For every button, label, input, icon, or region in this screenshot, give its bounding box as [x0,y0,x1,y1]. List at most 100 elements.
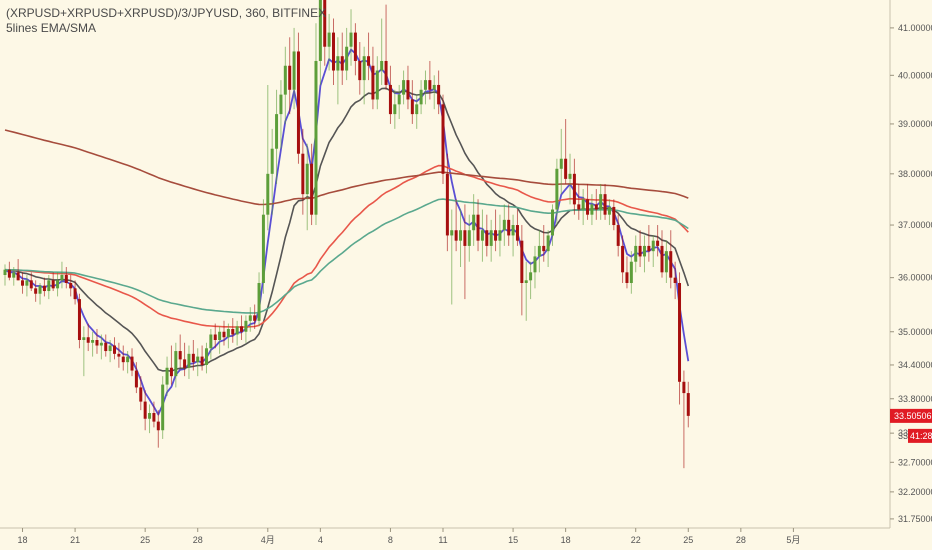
candle-body [686,393,690,416]
candle-body [305,163,309,195]
countdown-price-prefix: 33 [898,431,908,441]
candle-body [459,230,463,241]
candle-body [126,356,130,363]
candle-body [489,230,493,246]
candle-body [340,56,344,71]
time-tick-label: 15 [508,535,518,545]
candle-body [323,0,327,47]
candle-body [463,230,467,246]
candle-body [419,89,423,105]
countdown-label: 41:28 [910,431,932,441]
candle-body [358,60,362,81]
candle-body [34,288,38,294]
candle-body [682,381,686,394]
candle-body [113,345,116,354]
candle-body [336,56,340,71]
candle-body [507,219,511,236]
candle-body [393,104,397,115]
candle-body [261,214,265,283]
candle-body [415,104,419,115]
time-tick-label: 28 [193,535,203,545]
candle-body [555,168,559,210]
candle-body [397,94,401,105]
time-tick-label: 28 [736,535,746,545]
candle-body [213,334,217,341]
candle-body [647,245,651,252]
candle-body [143,401,147,419]
candle-body [200,356,204,365]
candle-body [656,240,660,246]
candle-body [318,0,322,61]
time-tick-label: 8 [388,535,393,545]
candle-body [38,285,42,294]
candle-body [77,299,81,341]
candle-body [616,225,620,246]
candle-body [174,351,178,377]
candle-body [56,280,60,289]
price-tick-label: 41.00000 [898,23,932,33]
candle-body [209,334,213,349]
candle-body [248,315,252,321]
candle-body [42,285,46,292]
candle-body [349,32,353,47]
time-tick-label: 5月 [786,535,800,545]
candle-body [634,245,638,262]
candle-body [64,274,68,283]
price-tick-label: 31.75000 [898,514,932,524]
time-tick-label: 4 [318,535,323,545]
candle-body [537,245,541,257]
time-tick-label: 25 [683,535,693,545]
candle-body [152,413,156,422]
candle-body [7,269,11,278]
candle-body [134,370,138,388]
countdown-tag [908,428,932,443]
candle-body [520,240,524,283]
candle-body [288,65,292,90]
candle-body [542,245,546,252]
time-tick-label: 25 [140,535,150,545]
candle-body [524,280,528,283]
candle-body [642,245,646,257]
symbol-title: (XRPUSD+XRPUSD+XRPUSD)/3/JPYUSD, 360, BI… [6,6,327,20]
candle-body [222,331,226,338]
candle-body [156,421,160,431]
candle-body [187,353,191,368]
candle-body [178,351,182,360]
candle-body [441,104,445,174]
candle-body [498,230,502,241]
price-tick-label: 39.00000 [898,119,932,129]
candle-body [296,51,300,154]
candle-body [69,282,73,289]
candle-body [117,353,121,357]
candle-body [231,329,235,335]
candle-body [275,114,279,149]
price-tick-label: 32.20000 [898,487,932,497]
candle-body [515,225,519,241]
candle-body [651,240,655,252]
candle-body [559,158,563,169]
candle-body [586,199,590,215]
candle-body [16,272,20,281]
candle-body [388,84,392,115]
candle-body [669,251,673,278]
candle-body [345,46,349,71]
candle-body [664,251,668,273]
candle-body [327,32,331,47]
candle-body [546,235,550,252]
candle-body [371,65,375,100]
time-tick-label: 4月 [261,535,275,545]
price-tick-label: 32.70000 [898,457,932,467]
candle-body [621,245,625,273]
candle-body [104,342,108,352]
candle-body [121,356,125,363]
candle-body [226,329,230,338]
candle-body [51,280,55,289]
candle-body [533,256,537,273]
candle-body [476,214,480,241]
candle-body [25,280,29,286]
candle-body [60,274,64,281]
time-tick-label: 22 [631,535,641,545]
candle-body [673,277,677,283]
